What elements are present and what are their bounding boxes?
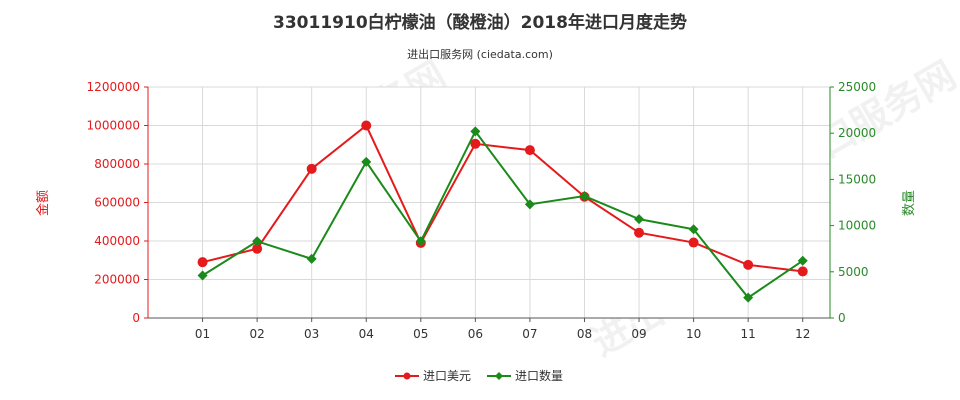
data-point	[797, 266, 808, 277]
chart-subtitle: 进出口服务网 (ciedata.com)	[407, 47, 553, 61]
data-point	[634, 214, 645, 225]
right-tick-label: 25000	[838, 80, 876, 94]
axes: 0200000400000600000800000100000012000000…	[87, 80, 877, 341]
left-tick-label: 1200000	[87, 80, 140, 94]
x-tick-label: 02	[249, 327, 264, 341]
left-axis-title: 金额	[35, 190, 51, 216]
right-tick-label: 10000	[838, 219, 876, 233]
data-point	[470, 126, 481, 137]
data-point	[306, 163, 317, 174]
data-point	[197, 257, 208, 268]
data-point	[252, 243, 263, 254]
left-tick-label: 1000000	[87, 119, 140, 133]
legend-item: 进口美元	[395, 369, 471, 383]
data-point	[361, 120, 372, 131]
legend-item: 进口数量	[487, 368, 563, 383]
data-point	[688, 237, 699, 248]
series-line	[202, 123, 803, 273]
legend: 进口美元 进口数量	[395, 368, 563, 383]
right-tick-label: 20000	[838, 126, 876, 140]
left-tick-label: 400000	[94, 234, 140, 248]
right-tick-label: 15000	[838, 172, 876, 186]
x-tick-label: 07	[522, 327, 537, 341]
data-point	[197, 270, 208, 281]
x-tick-label: 10	[686, 327, 701, 341]
x-tick-label: 08	[577, 327, 592, 341]
data-point	[743, 292, 754, 303]
right-axis-title: 数量	[902, 190, 917, 216]
right-tick-label: 0	[838, 311, 846, 325]
x-tick-label: 11	[741, 327, 756, 341]
right-tick-label: 5000	[838, 265, 869, 279]
series-import-quantity	[197, 126, 808, 303]
x-tick-label: 01	[195, 327, 210, 341]
legend-marker	[403, 372, 411, 380]
data-point	[797, 255, 808, 266]
data-point	[743, 259, 754, 270]
x-tick-label: 09	[631, 327, 646, 341]
left-tick-label: 800000	[94, 157, 140, 171]
legend-label: 进口美元	[423, 369, 471, 383]
data-point	[306, 253, 317, 264]
series-layer	[197, 120, 808, 303]
data-point	[252, 236, 263, 247]
x-tick-label: 03	[304, 327, 319, 341]
x-tick-label: 04	[359, 327, 374, 341]
data-point	[688, 224, 699, 235]
x-tick-label: 06	[468, 327, 483, 341]
data-point	[524, 145, 535, 156]
data-point	[634, 227, 645, 238]
data-point	[470, 138, 481, 149]
data-point	[524, 199, 535, 210]
series-import-usd	[197, 120, 808, 277]
left-tick-label: 0	[132, 311, 140, 325]
legend-label: 进口数量	[515, 368, 563, 383]
legend-marker	[495, 372, 503, 380]
chart-title: 33011910白柠檬油（酸橙油）2018年进口月度走势	[273, 12, 687, 33]
data-point	[415, 236, 426, 247]
x-tick-label: 12	[795, 327, 810, 341]
left-tick-label: 200000	[94, 273, 140, 287]
left-tick-label: 600000	[94, 196, 140, 210]
data-point	[579, 191, 590, 202]
data-point	[361, 156, 372, 167]
series-line	[202, 129, 804, 300]
x-tick-label: 05	[413, 327, 428, 341]
